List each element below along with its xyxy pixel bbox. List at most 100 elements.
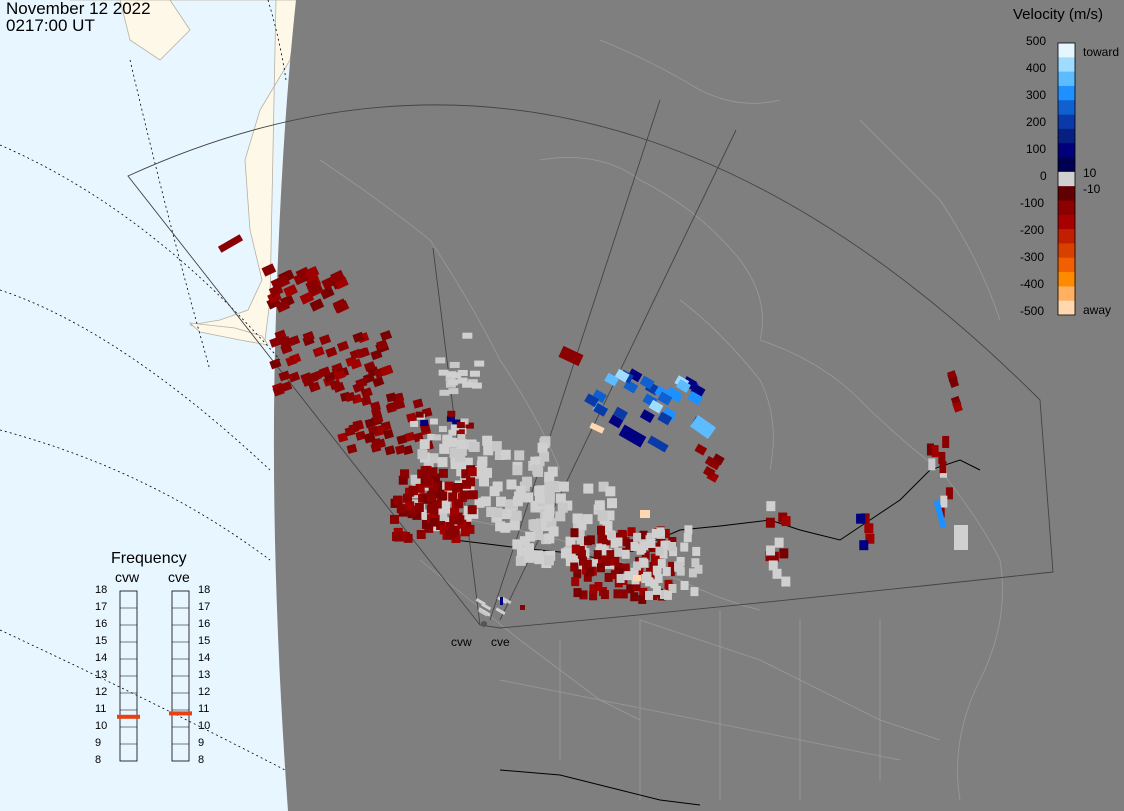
radar-cell <box>535 502 546 513</box>
radar-cell <box>688 568 697 578</box>
radar-cell <box>675 379 691 393</box>
radar-cell <box>450 459 461 470</box>
radar-cell <box>546 517 557 528</box>
colorbar-swatch <box>1058 85 1075 101</box>
radar-cell <box>926 443 934 456</box>
radar-cell <box>506 479 517 490</box>
radar-cell <box>565 536 576 547</box>
radar-cell <box>448 492 458 502</box>
radar-cell <box>597 534 606 544</box>
radar-cell <box>467 505 477 515</box>
frequency-tick-label: 17 <box>198 601 211 613</box>
radar-cell <box>585 567 594 577</box>
radar-cell <box>426 504 436 514</box>
radar-cell <box>633 575 641 581</box>
radar-cell <box>349 358 362 370</box>
radar-cell <box>467 467 477 477</box>
radar-cell <box>627 527 636 537</box>
radar-cell <box>390 514 400 524</box>
radar-cell <box>466 477 476 487</box>
radar-cell <box>442 435 453 446</box>
radar-cell <box>293 272 308 286</box>
radar-cell <box>633 532 642 542</box>
radar-cell <box>676 566 685 576</box>
radar-cell <box>570 562 579 572</box>
radar-cell <box>626 584 635 594</box>
radar-cell <box>305 278 321 293</box>
radar-cell <box>384 445 396 456</box>
radar-cell <box>597 525 606 535</box>
radar-cell <box>692 546 701 556</box>
radar-cell <box>452 419 461 426</box>
frequency-tick-label: 12 <box>95 686 108 698</box>
radar-cell <box>856 513 866 524</box>
radar-cell <box>584 393 600 408</box>
colorbar-swatch <box>1058 186 1075 201</box>
radar-cell <box>594 581 603 591</box>
radar-cell <box>570 528 579 538</box>
radar-cell <box>430 473 440 483</box>
radar-cell <box>355 430 367 441</box>
colorbar-tick-label: -400 <box>1020 277 1045 291</box>
radar-cell <box>352 419 364 430</box>
radar-cell <box>570 555 581 566</box>
radar-cell <box>557 502 568 513</box>
radar-cell <box>680 542 689 552</box>
date-label: November 12 2022 <box>6 0 151 18</box>
alaska-peninsula <box>188 322 269 346</box>
radar-cell <box>468 490 478 500</box>
radar-cell <box>606 536 615 546</box>
colorbar-toward-label: toward <box>1083 45 1120 59</box>
radar-cell <box>385 403 397 414</box>
radar-cell <box>859 540 869 551</box>
radar-cell <box>667 389 683 403</box>
radar-cell <box>394 444 406 455</box>
radar-cell <box>593 402 609 417</box>
radar-cell <box>405 501 415 511</box>
frequency-tick-label: 15 <box>198 635 211 647</box>
colorbar-swatch <box>1058 143 1075 159</box>
radar-cell <box>398 475 408 485</box>
radar-cell <box>647 435 669 453</box>
radar-cell <box>439 389 450 396</box>
radar-cell <box>531 519 542 530</box>
radar-cell <box>412 398 424 409</box>
radar-cell <box>638 594 647 604</box>
radar-cell <box>555 511 566 522</box>
radar-cell <box>512 539 523 550</box>
radar-cell <box>462 521 472 531</box>
radar-cell <box>448 388 459 395</box>
radar-cell <box>534 493 545 504</box>
radar-cell <box>500 522 511 533</box>
radar-cell <box>476 460 487 471</box>
radar-cell <box>467 379 478 386</box>
radar-cell <box>383 429 394 440</box>
radar-cell <box>668 542 677 552</box>
radar-cell <box>639 375 655 390</box>
radar-cell <box>372 413 384 424</box>
radar-cell <box>319 286 335 300</box>
radar-cell <box>954 525 968 550</box>
radar-cell <box>781 516 791 527</box>
radar-cell <box>630 592 639 602</box>
radar-cell <box>542 511 553 522</box>
radar-cell <box>360 395 372 406</box>
radar-cell <box>560 548 571 559</box>
radar-cell <box>614 547 623 557</box>
radar-cell <box>330 269 345 284</box>
radar-cell <box>334 276 349 290</box>
radar-cell <box>449 361 460 368</box>
radar-cell <box>523 543 534 554</box>
radar-cell <box>457 369 468 376</box>
radar-cell <box>632 582 641 592</box>
colorbar-tick-label: 300 <box>1026 88 1047 102</box>
frequency-tick-label: 16 <box>198 618 211 630</box>
radar-cell <box>643 571 652 581</box>
radar-cell <box>414 502 424 512</box>
radar-cell <box>577 549 586 559</box>
radar-cell <box>318 366 331 378</box>
radar-cell <box>396 434 408 445</box>
radar-cell <box>482 467 493 478</box>
colorbar-swatch <box>1058 243 1075 259</box>
radar-cell <box>495 521 506 532</box>
